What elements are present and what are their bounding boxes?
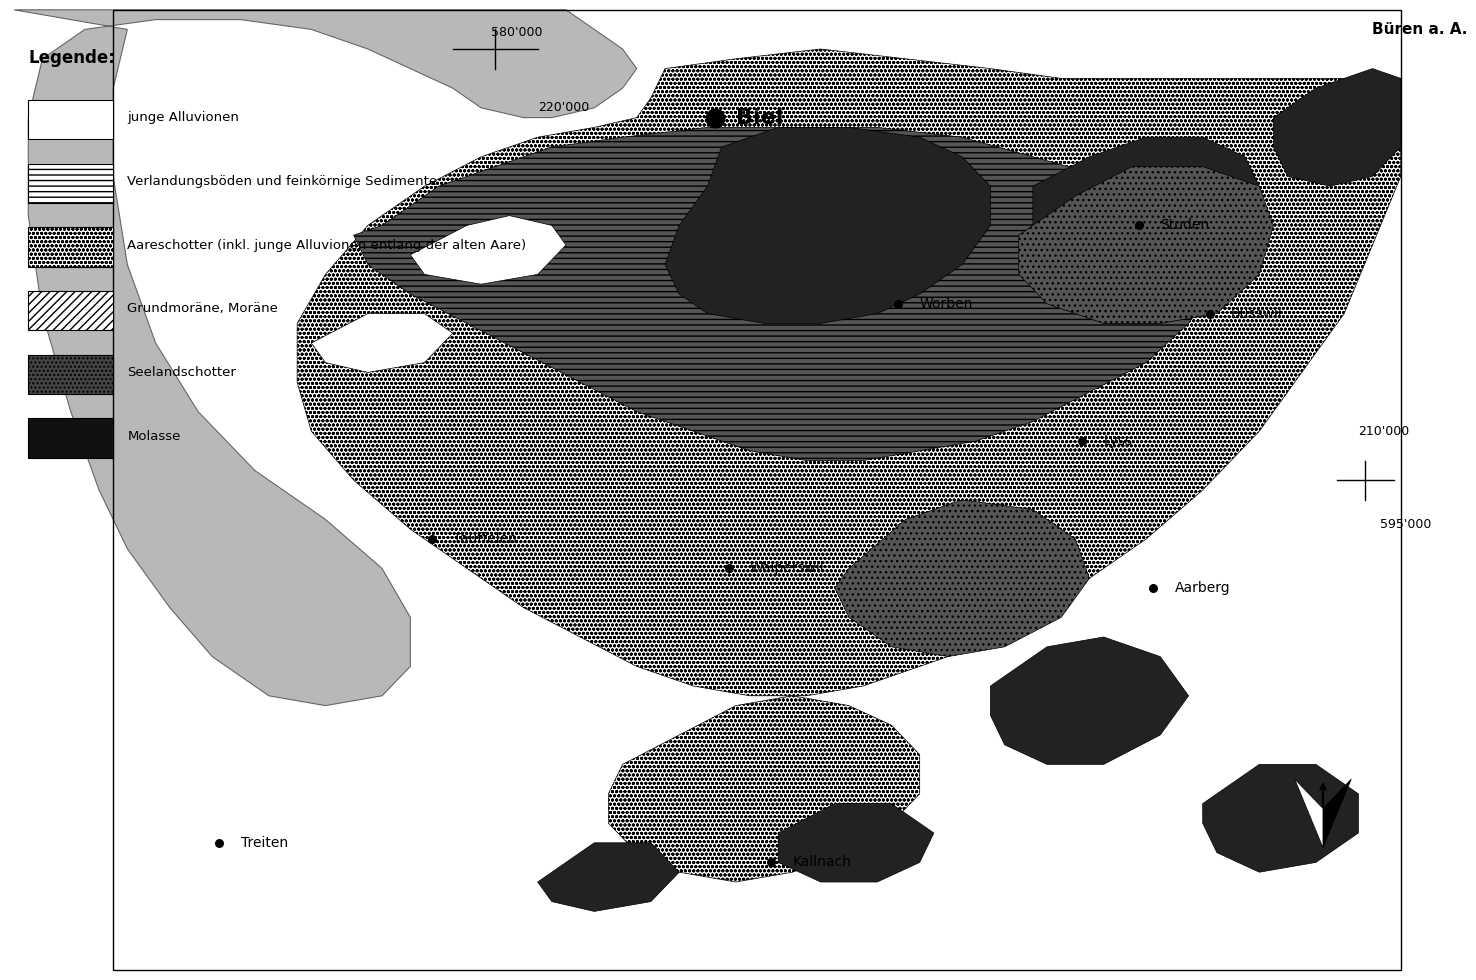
Text: Aareschotter (inkl. junge Alluvionen entlang der alten Aare): Aareschotter (inkl. junge Alluvionen ent…	[127, 238, 527, 252]
Text: Treiten: Treiten	[241, 836, 288, 850]
Point	[1141, 580, 1165, 596]
FancyBboxPatch shape	[28, 418, 114, 458]
Polygon shape	[114, 10, 1401, 970]
Point	[703, 110, 726, 125]
FancyBboxPatch shape	[28, 100, 114, 139]
Polygon shape	[990, 637, 1188, 764]
Text: 220'000: 220'000	[537, 101, 589, 115]
Text: Seelandschotter: Seelandschotter	[127, 366, 236, 379]
Text: Kallnach: Kallnach	[793, 856, 852, 869]
Polygon shape	[0, 0, 1415, 980]
Text: junge Alluvionen: junge Alluvionen	[127, 111, 239, 124]
FancyBboxPatch shape	[28, 291, 114, 330]
Text: Verlandungsböden und feinkörnige Sedimente: Verlandungsböden und feinkörnige Sedimen…	[127, 174, 437, 188]
Text: 580'000: 580'000	[490, 26, 542, 39]
Polygon shape	[666, 127, 990, 323]
Polygon shape	[537, 843, 679, 911]
Polygon shape	[1294, 779, 1322, 848]
Text: Studen: Studen	[1160, 219, 1209, 232]
Point	[887, 296, 911, 312]
Text: Täuffelen: Täuffelen	[453, 532, 517, 546]
Polygon shape	[311, 314, 453, 372]
Point	[208, 835, 232, 851]
Text: Walperswil: Walperswil	[750, 562, 825, 575]
Polygon shape	[1203, 764, 1358, 872]
Text: Legende:: Legende:	[28, 49, 115, 67]
Text: Molasse: Molasse	[127, 429, 180, 443]
Text: Grundmoräne, Moräne: Grundmoräne, Moräne	[127, 302, 277, 316]
Polygon shape	[1018, 167, 1274, 323]
Point	[1070, 433, 1094, 449]
Text: Lyss: Lyss	[1104, 434, 1132, 448]
Polygon shape	[410, 216, 565, 284]
Text: Büren a. A.: Büren a. A.	[1373, 22, 1467, 37]
Polygon shape	[354, 127, 1216, 461]
Point	[1199, 306, 1222, 321]
Point	[717, 561, 741, 576]
Text: 595'000: 595'000	[1380, 517, 1430, 531]
Polygon shape	[114, 10, 1401, 970]
Point	[1128, 218, 1151, 233]
Polygon shape	[608, 696, 920, 882]
FancyBboxPatch shape	[28, 164, 114, 203]
Polygon shape	[15, 10, 636, 706]
Text: Biel: Biel	[735, 108, 784, 127]
Text: 210'000: 210'000	[1358, 424, 1410, 438]
Point	[759, 855, 782, 870]
FancyBboxPatch shape	[28, 227, 114, 267]
Text: Worben: Worben	[920, 297, 973, 311]
Text: Aarberg: Aarberg	[1175, 581, 1230, 595]
Polygon shape	[1033, 137, 1259, 274]
Polygon shape	[778, 804, 934, 882]
Polygon shape	[1274, 69, 1401, 186]
Polygon shape	[297, 49, 1401, 696]
FancyBboxPatch shape	[28, 355, 114, 394]
Point	[419, 531, 443, 547]
Polygon shape	[1322, 779, 1351, 848]
Text: Busswil: Busswil	[1231, 307, 1283, 320]
Polygon shape	[835, 500, 1089, 657]
